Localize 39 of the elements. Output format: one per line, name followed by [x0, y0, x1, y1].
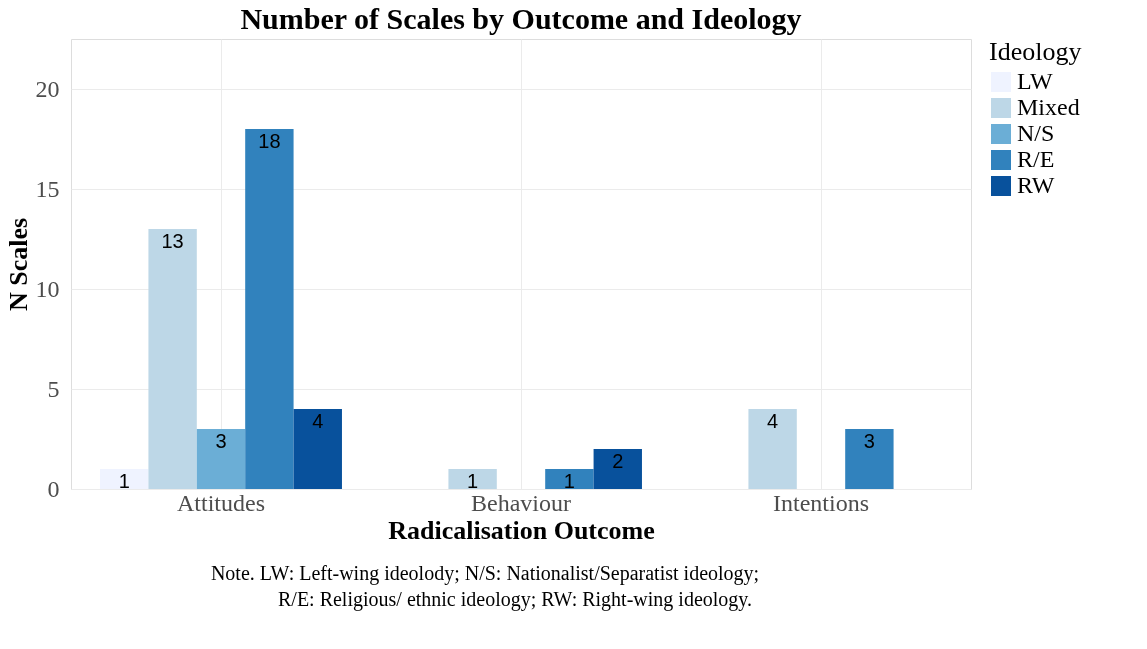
bar	[593, 449, 642, 489]
data-label: 2	[612, 450, 624, 472]
text: Note. LW: Left-wing ideolody; N/S: Nationalist/Separatist ideology;	[210, 562, 760, 585]
legend-title: Ideology	[989, 37, 1082, 66]
bar	[545, 469, 594, 489]
data-label: 3	[215, 430, 227, 452]
bar	[448, 469, 497, 489]
y-tick-label: 10	[35, 275, 60, 302]
x-axis-title: Radicalisation Outcome	[388, 515, 655, 545]
x-tick-label: Behaviour	[471, 489, 571, 516]
data-label: 18	[258, 130, 281, 152]
y-tick-label: 0	[47, 475, 60, 502]
text: R/E: Religious/ ethnic ideology; RW: Right-wing ideology.	[277, 588, 753, 611]
data-label: 1	[118, 470, 130, 492]
y-tick-label: 5	[47, 375, 60, 402]
bar	[100, 469, 149, 489]
bar	[748, 409, 797, 489]
legend-label: R/E	[1017, 146, 1055, 172]
legend-label: RW	[1017, 172, 1055, 198]
bar	[845, 429, 894, 489]
data-label: 4	[312, 410, 324, 432]
chart-title: Number of Scales by Outcome and Ideology	[240, 2, 802, 35]
x-tick-label: Attitudes	[177, 489, 265, 516]
legend-label: N/S	[1017, 120, 1055, 146]
y-axis-title: N Scales	[3, 217, 33, 312]
bar	[148, 229, 197, 489]
legend-label: LW	[1017, 68, 1053, 94]
legend-label: Mixed	[1017, 94, 1080, 120]
data-label: 1	[467, 470, 479, 492]
y-tick-label: 15	[35, 175, 60, 202]
y-tick-label: 20	[35, 75, 60, 102]
data-label: 3	[863, 430, 875, 452]
bar	[293, 409, 342, 489]
x-tick-label: Intentions	[773, 489, 869, 516]
data-label: 4	[767, 410, 779, 432]
bar	[245, 129, 294, 489]
bar	[196, 429, 246, 489]
data-label: 1	[563, 470, 575, 492]
data-label: 13	[161, 230, 184, 252]
